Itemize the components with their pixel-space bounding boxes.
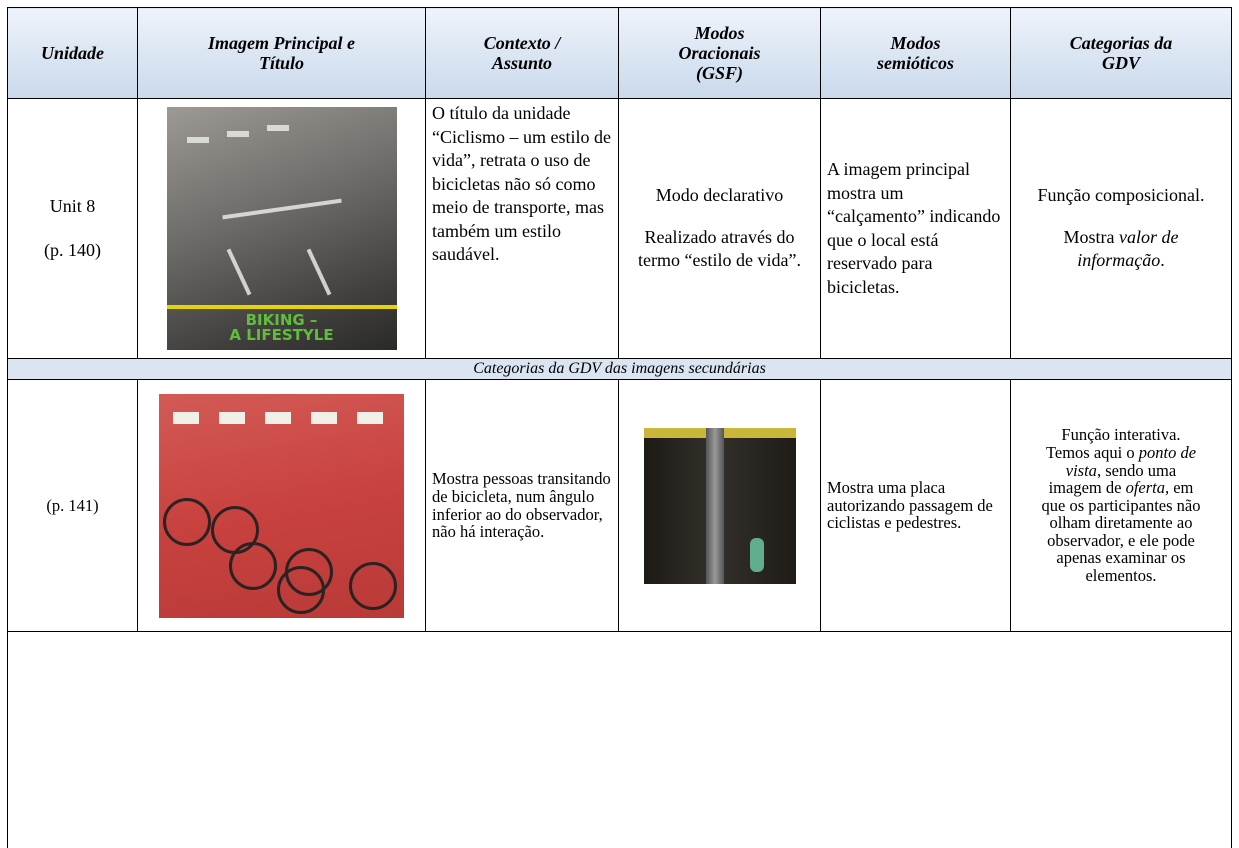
- row: (p. 141) Mostra pessoas transitando de b…: [8, 380, 1232, 632]
- caption-line: A LIFESTYLE: [167, 328, 397, 343]
- empty-cell: [8, 632, 1232, 848]
- lane-mark: [357, 412, 383, 424]
- text-run: Mostra pessoas transitando de bicicleta,…: [432, 469, 611, 541]
- header-line: Modos: [827, 33, 1004, 53]
- context-cell: O título da unidade “Ciclismo – um estil…: [426, 99, 619, 359]
- image-cell: [619, 380, 821, 632]
- image-caption: BIKING –A LIFESTYLE: [167, 313, 397, 343]
- unit-cell: (p. 141): [8, 380, 138, 632]
- text-run: A imagem principal mostra um “calçamento…: [827, 159, 1000, 297]
- paragraph: Mostra uma placa autorizando passagem de…: [827, 479, 1004, 532]
- column-header: Unidade: [8, 8, 138, 99]
- header-line: Título: [144, 53, 419, 73]
- clause-modes-cell: Modo declarativo Realizado através do ter…: [619, 99, 821, 359]
- lane-mark: [267, 125, 289, 131]
- subheader: Categorias da GDV das imagens secundária…: [8, 359, 1232, 380]
- text-run: oferta,: [1126, 478, 1170, 497]
- signal-image: [644, 428, 796, 584]
- wheel: [277, 566, 325, 614]
- paragraph: Realizado através do termo “estilo de vi…: [625, 226, 814, 273]
- header-line: (GSF): [625, 63, 814, 83]
- bike-symbol: [222, 199, 341, 220]
- paragraph: Função composicional.: [1029, 184, 1213, 208]
- bike-symbol: [306, 248, 331, 295]
- header-line: Oracionais: [625, 43, 814, 63]
- paragraph: O título da unidade “Ciclismo – um estil…: [432, 102, 612, 267]
- gdv-cell: Função composicional. Mostra valor de inf…: [1011, 99, 1232, 359]
- context-cell: Mostra pessoas transitando de bicicleta,…: [426, 380, 619, 632]
- header-line: Imagem Principal e: [144, 33, 419, 53]
- paragraph: Função interativa. Temos aqui o ponto de…: [1041, 426, 1201, 584]
- text-run: Função composicional.: [1038, 185, 1205, 205]
- lane-mark: [173, 412, 199, 424]
- paragraph: Mostra valor de informação.: [1029, 226, 1213, 273]
- image-cell: BIKING –A LIFESTYLE: [138, 99, 426, 359]
- subheader-row: Categorias da GDV das imagens secundária…: [8, 359, 1232, 380]
- column-header: Contexto /Assunto: [426, 8, 619, 99]
- text-run: Mostra: [1064, 227, 1120, 247]
- paragraph: (p. 141): [14, 497, 131, 515]
- paragraph: Modo declarativo: [625, 184, 814, 208]
- secondary-image: [159, 394, 404, 618]
- text-run: Unit 8: [50, 196, 96, 216]
- gdv-cell: Função interativa. Temos aqui o ponto de…: [1011, 380, 1232, 632]
- bike-symbol: [226, 248, 251, 295]
- image-cell: [138, 380, 426, 632]
- paragraph: (p. 140): [14, 239, 131, 263]
- wheel: [349, 562, 397, 610]
- header-line: Modos: [625, 23, 814, 43]
- header-line: GDV: [1017, 53, 1225, 73]
- paragraph: A imagem principal mostra um “calçamento…: [827, 158, 1004, 299]
- paragraph: Unit 8: [14, 195, 131, 219]
- unit-cell: Unit 8 (p. 140): [8, 99, 138, 359]
- lane-mark: [219, 412, 245, 424]
- paragraph: Mostra pessoas transitando de bicicleta,…: [432, 470, 612, 540]
- empty-row: [8, 632, 1232, 848]
- text-run: Mostra uma placa autorizando passagem de…: [827, 478, 993, 532]
- semiotic-modes-cell: A imagem principal mostra um “calçamento…: [821, 99, 1011, 359]
- pedestrian-light: [750, 538, 764, 572]
- wheel: [229, 542, 277, 590]
- header-line: Unidade: [14, 43, 131, 63]
- header-line: semióticos: [827, 53, 1004, 73]
- header-line: Assunto: [432, 53, 612, 73]
- text-run: (p. 140): [44, 240, 101, 260]
- lane-mark: [265, 412, 291, 424]
- lane-mark: [227, 131, 249, 137]
- lane-mark: [187, 137, 209, 143]
- text-run: Realizado através do termo “estilo de vi…: [638, 227, 801, 271]
- semiotic-modes-cell: Mostra uma placa autorizando passagem de…: [821, 380, 1011, 632]
- lane-mark: [311, 412, 337, 424]
- header-line: Contexto /: [432, 33, 612, 53]
- text-run: O título da unidade “Ciclismo – um estil…: [432, 103, 611, 264]
- text-run: Modo declarativo: [656, 185, 783, 205]
- row: Unit 8 (p. 140) BIKING –A LIFESTYLE O tít…: [8, 99, 1232, 359]
- text-run: (p. 141): [46, 496, 98, 515]
- wheel: [163, 498, 211, 546]
- header-line: Categorias da: [1017, 33, 1225, 53]
- main-image: BIKING –A LIFESTYLE: [167, 107, 397, 350]
- stripe: [167, 305, 397, 309]
- text-run: .: [1160, 250, 1165, 270]
- pole: [706, 428, 724, 584]
